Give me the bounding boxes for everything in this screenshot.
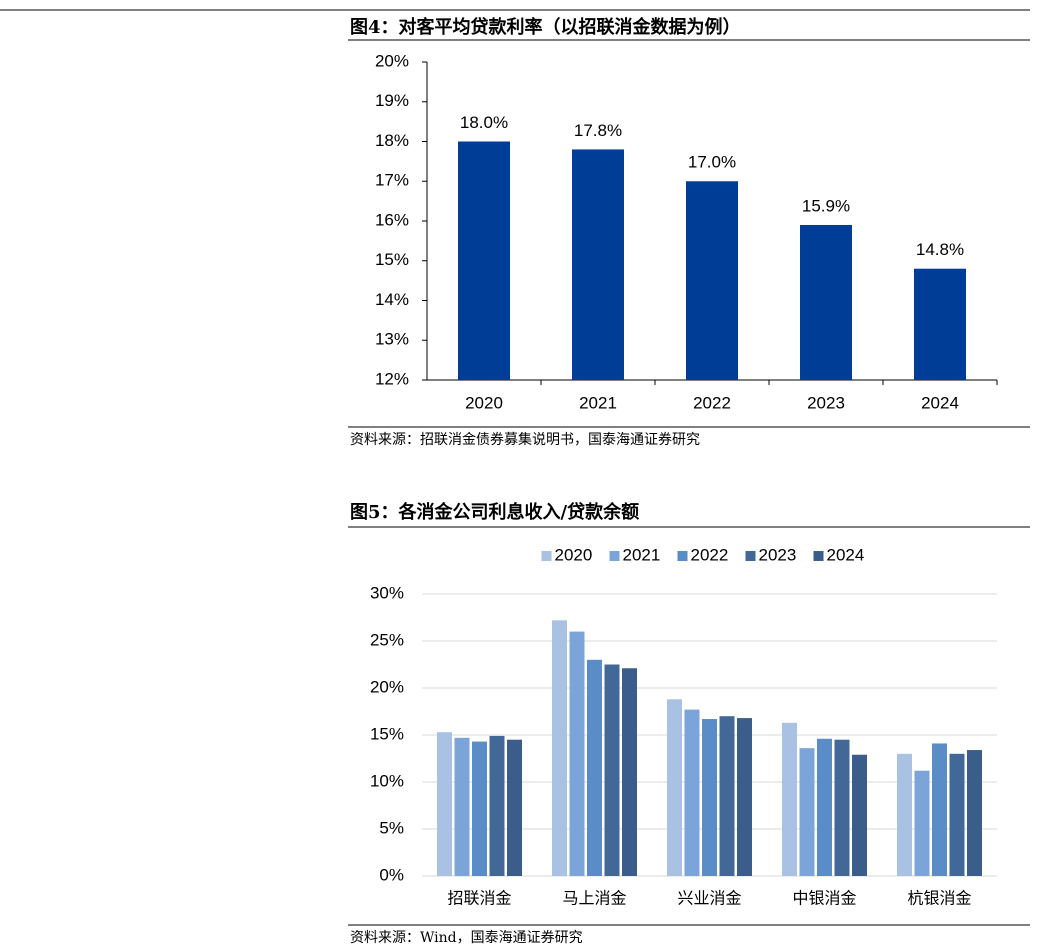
bar <box>799 748 815 876</box>
x-tick-label: 杭银消金 <box>907 889 971 908</box>
legend-swatch <box>541 551 552 561</box>
value-label: 14.8% <box>916 240 964 259</box>
bar <box>897 753 912 876</box>
figure-title: 图4：对客平均贷款利率（以招联消金数据为例） <box>350 16 741 38</box>
y-tick-label: 25% <box>370 630 404 649</box>
bar <box>967 750 982 876</box>
x-tick-label: 2023 <box>807 393 845 412</box>
legend-label: 2021 <box>623 545 661 564</box>
bar <box>622 668 637 876</box>
legend-label: 2023 <box>759 545 797 564</box>
bar <box>552 620 567 876</box>
bar <box>569 631 585 876</box>
x-tick-label: 2024 <box>921 393 959 412</box>
legend-label: 2020 <box>555 545 593 564</box>
figure-title: 图5：各消金公司利息收入/贷款余额 <box>350 501 639 523</box>
value-label: 17.8% <box>574 121 622 140</box>
y-tick-label: 19% <box>375 91 409 110</box>
value-label: 17.0% <box>688 153 736 172</box>
bar <box>454 737 470 876</box>
y-tick-label: 14% <box>375 290 409 309</box>
bar <box>817 738 832 876</box>
bar <box>852 754 867 876</box>
bar <box>914 770 930 876</box>
y-tick-label: 12% <box>375 369 409 388</box>
bar <box>437 732 452 876</box>
x-tick-label: 兴业消金 <box>677 889 741 908</box>
x-tick-label: 2020 <box>465 393 503 412</box>
y-tick-label: 0% <box>379 865 404 884</box>
bar <box>914 268 966 380</box>
bar <box>507 739 522 876</box>
source-note: 资料来源：招联消金债券募集说明书，国泰海通证券研究 <box>350 431 700 448</box>
y-tick-label: 10% <box>370 771 404 790</box>
x-tick-label: 2022 <box>693 393 731 412</box>
bar <box>684 709 700 876</box>
y-tick-label: 18% <box>375 131 409 150</box>
y-tick-label: 16% <box>375 210 409 229</box>
bar <box>686 181 738 380</box>
bar <box>737 718 752 876</box>
x-tick-label: 2021 <box>579 393 617 412</box>
legend-swatch <box>813 551 824 561</box>
bar <box>800 224 852 380</box>
value-label: 15.9% <box>802 196 850 215</box>
legend-label: 2022 <box>691 545 729 564</box>
bar <box>587 659 602 876</box>
bar <box>472 741 487 876</box>
y-tick-label: 20% <box>375 51 409 70</box>
bar <box>702 719 717 876</box>
y-tick-label: 17% <box>375 171 409 190</box>
y-tick-label: 15% <box>370 724 404 743</box>
x-tick-label: 招联消金 <box>447 889 511 908</box>
legend-swatch <box>677 551 688 561</box>
x-tick-label: 中银消金 <box>792 889 856 908</box>
y-tick-label: 20% <box>370 677 404 696</box>
y-tick-label: 30% <box>370 583 404 602</box>
bar <box>489 735 505 876</box>
bar <box>667 699 682 876</box>
bar <box>834 739 850 876</box>
bar <box>572 149 624 380</box>
value-label: 18.0% <box>460 113 508 132</box>
legend-swatch <box>745 551 756 561</box>
bar <box>949 753 965 876</box>
y-tick-label: 15% <box>375 250 409 269</box>
y-tick-label: 5% <box>379 818 404 837</box>
legend-label: 2024 <box>827 545 865 564</box>
bar <box>604 664 620 876</box>
bar <box>932 743 947 876</box>
bar <box>458 141 510 380</box>
x-tick-label: 马上消金 <box>562 889 626 908</box>
y-tick-label: 13% <box>375 330 409 349</box>
source-note: 资料来源：Wind，国泰海通证券研究 <box>350 930 583 946</box>
legend-swatch <box>609 551 620 561</box>
bar <box>719 716 735 876</box>
bar <box>782 722 797 876</box>
